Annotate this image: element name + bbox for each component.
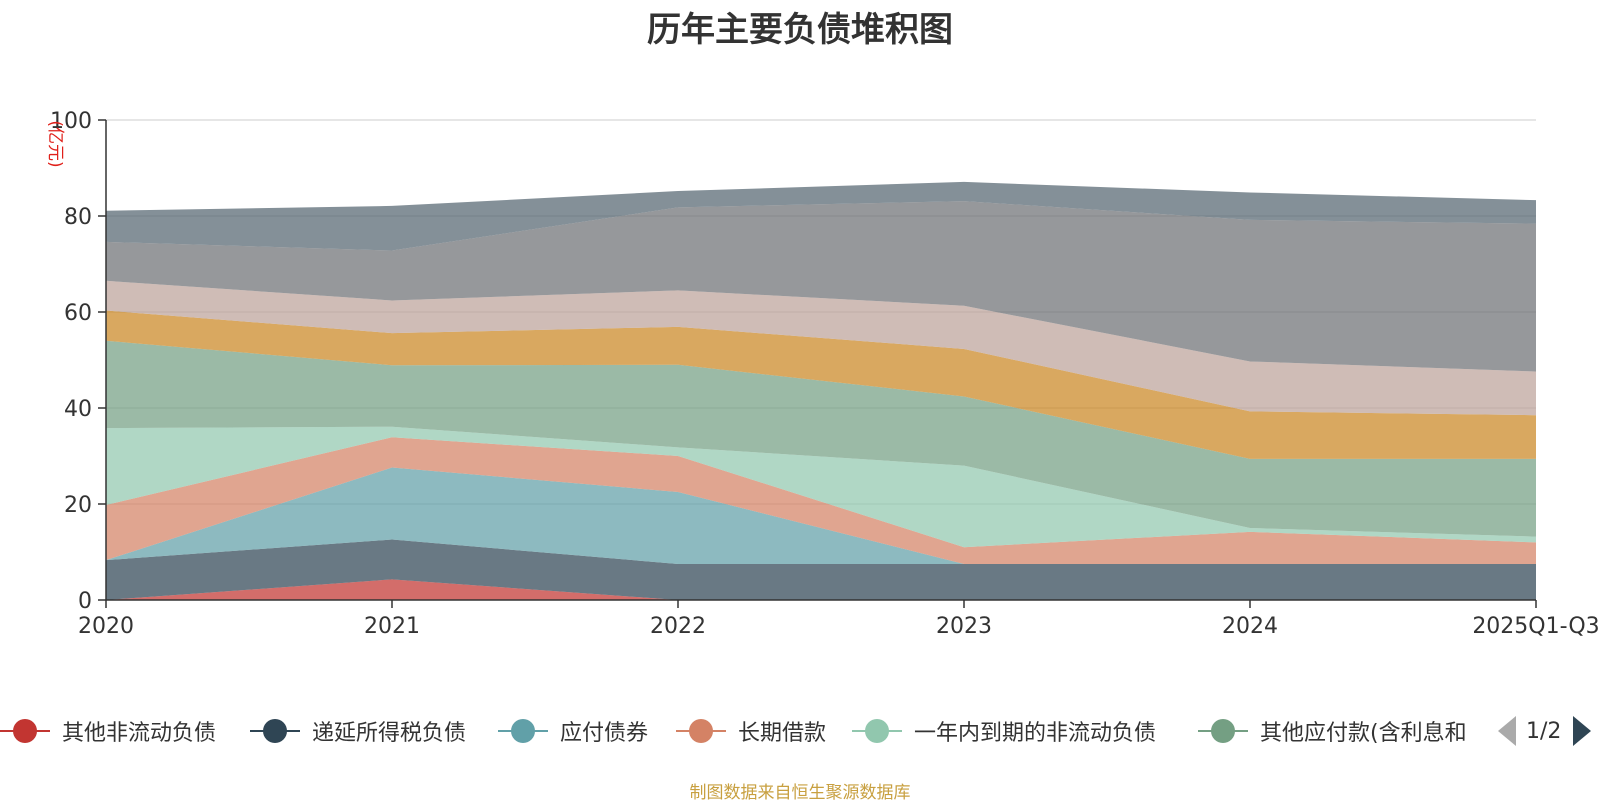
legend-label: 应付债券 [560,721,649,746]
legend-marker-icon [250,713,300,749]
y-tick-label: 0 [78,589,92,614]
area-series-1 [106,539,1536,600]
area-series-8 [106,201,1536,372]
y-axis-unit-label: (亿元) [45,120,65,167]
legend-item[interactable]: 递延所得税负债 [250,713,466,749]
legend-item[interactable]: 其他非流动负债 [0,713,216,749]
legend-marker-icon [0,713,50,749]
y-tick-label: 40 [64,397,92,422]
area-series-6 [106,310,1536,459]
x-tick-label: 2021 [364,614,420,639]
legend-marker-icon [1198,713,1248,749]
legend-item[interactable]: 一年内到期的非流动负债 [852,713,1156,749]
legend-label: 递延所得税负债 [312,721,467,746]
y-tick-label: 20 [64,493,92,518]
area-series-0 [106,579,1536,600]
legend-next-page-icon[interactable] [1573,716,1592,746]
legend-item[interactable]: 长期借款 [676,713,826,749]
area-series-4 [106,426,1536,548]
y-tick-label: 100 [50,109,92,134]
y-tick-label: 60 [64,301,92,326]
legend-label: 一年内到期的非流动负债 [914,721,1157,746]
chart-plot: 0 20 40 60 80 100 2020 2021 2022 2023 2024 2025Q1-Q… [45,109,1600,639]
legend-item[interactable]: 应付债券 [498,713,648,749]
area-series [106,181,1536,600]
legend-prev-page-icon[interactable] [1498,716,1516,746]
legend-pager: 1/2 [1498,713,1592,749]
area-series-3 [106,437,1536,564]
axes: 0 20 40 60 80 100 2020 2021 2022 2023 2024 2025Q1-Q… [50,109,1600,639]
y-tick-label: 80 [64,205,92,230]
legend-marker-icon [676,713,726,749]
legend-label: 其他应付款(含利息和 [1260,721,1467,746]
x-tick-label: 2020 [78,614,134,639]
area-series-2 [106,467,1536,564]
x-tick-label: 2025Q1-Q3 [1472,614,1599,639]
legend-label: 长期借款 [738,721,827,746]
area-series-7 [106,280,1536,416]
area-series-9 [106,181,1536,251]
legend-marker-icon [852,713,902,749]
x-tick-label: 2022 [650,614,706,639]
legend-page-indicator: 1/2 [1526,718,1562,744]
legend-marker-icon [498,713,548,749]
legend-label: 其他非流动负债 [62,721,217,746]
x-tick-label: 2024 [1222,614,1278,639]
x-tick-label: 2023 [936,614,992,639]
legend: 其他非流动负债 递延所得税负债 应付债券 长期借款 一年内到期的非流动负债 其他应付款(含… [0,713,1600,749]
chart-title: 历年主要负债堆积图 [647,10,953,50]
legend-item[interactable]: 其他应付款(含利息和 [1198,713,1467,749]
source-note: 制图数据来自恒生聚源数据库 [689,783,911,803]
area-series-5 [106,340,1536,537]
